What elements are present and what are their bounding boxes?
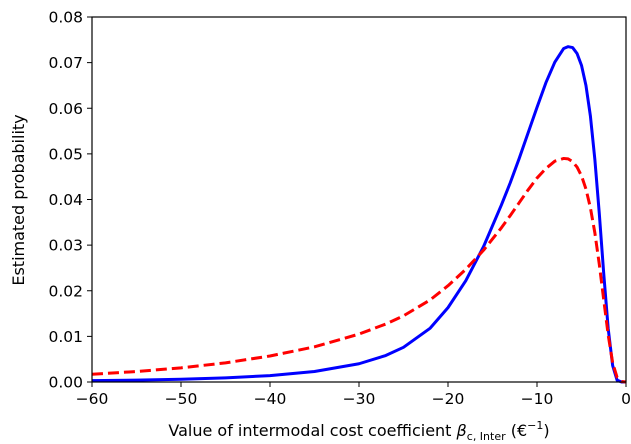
- x-tick-label: −30: [343, 390, 376, 408]
- y-tick-label: 0.08: [48, 9, 83, 27]
- x-axis-label-unit-close: ): [543, 421, 549, 440]
- y-tick-label: 0.03: [48, 237, 83, 255]
- x-tick-label: 0: [621, 390, 631, 408]
- x-tick-label: −40: [254, 390, 287, 408]
- series-line-2-dashed: [91, 156, 627, 384]
- x-axis-label-prefix: Value of intermodal cost coefficient: [168, 421, 456, 440]
- x-axis-label-subscript: c, Inter: [467, 430, 506, 443]
- x-tick-label: −60: [76, 390, 109, 408]
- x-axis-label-symbol: β: [456, 421, 467, 440]
- y-axis-label: Estimated probability: [9, 114, 28, 285]
- x-axis-label-unit-open: (€: [506, 421, 528, 440]
- series-line-1-solid: [91, 45, 626, 384]
- y-tick-label: 0.05: [48, 145, 83, 163]
- x-axis-label-unit-exp: −1: [527, 419, 543, 432]
- y-tick-label: 0.07: [48, 54, 83, 72]
- x-tick-label: −20: [432, 390, 465, 408]
- x-tick-label: −50: [165, 390, 198, 408]
- x-axis-label: Value of intermodal cost coefficient βc,…: [168, 419, 549, 443]
- y-axis-ticks: 0.00 0.01 0.02 0.03 0.04 0.05 0.06 0.07 0.08: [48, 9, 92, 392]
- y-tick-label: 0.02: [48, 282, 83, 300]
- plot-lines: [91, 45, 627, 384]
- plot-frame: [91, 16, 627, 383]
- y-tick-label: 0.01: [48, 328, 83, 346]
- y-tick-label: 0.06: [48, 100, 83, 118]
- y-tick-label: 0.00: [48, 374, 83, 392]
- x-axis-ticks: −60 −50 −40 −30 −20 −10 0: [76, 382, 631, 408]
- x-tick-label: −10: [521, 390, 554, 408]
- y-tick-label: 0.04: [48, 191, 83, 209]
